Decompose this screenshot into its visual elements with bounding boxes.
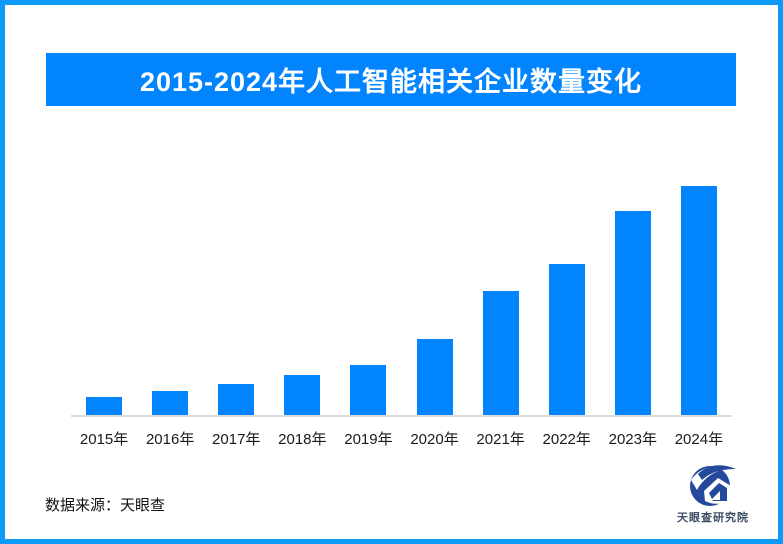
data-source-note: 数据来源：天眼查 [45, 497, 166, 514]
bar-2022年 [548, 263, 585, 415]
bar-column [666, 186, 732, 415]
x-axis-label: 2020年 [410, 431, 459, 448]
bar-2021年 [482, 291, 519, 415]
bar-column [269, 188, 335, 415]
x-axis: 2015年 2016年 2017年 2018年 2019年 2020年 2021年 2022年… [71, 428, 732, 449]
bar-column [335, 188, 401, 415]
bar-2020年 [416, 339, 453, 415]
tianyancha-eye-icon [690, 465, 736, 506]
bar-column [468, 188, 534, 415]
bar-2024年 [680, 186, 717, 415]
logo-label: 天眼查研究院 [677, 512, 749, 524]
plot-area [71, 186, 732, 417]
bar-2023年 [614, 211, 651, 415]
x-axis-label: 2019年 [344, 431, 393, 448]
bar-column [203, 188, 269, 415]
tianyancha-research-logo: 天眼查研究院 [667, 462, 759, 525]
x-axis-label: 2021年 [476, 431, 525, 448]
page-title: 2015-2024年人工智能相关企业数量变化 [139, 67, 643, 97]
x-axis-label: 2016年 [145, 431, 195, 448]
bar-column [71, 188, 137, 415]
bar-column [600, 188, 666, 415]
x-axis-label: 2023年 [608, 431, 657, 448]
x-axis-label: 2017年 [212, 431, 261, 448]
bar-chart: 2015年 2016年 2017年 2018年 2019年 2020年 2021年 2022年… [71, 186, 732, 449]
bar-column [534, 188, 600, 415]
x-axis-label: 2018年 [278, 431, 327, 448]
bar-column [137, 188, 203, 415]
bar-2019年 [350, 364, 387, 415]
bar-column [401, 188, 467, 415]
x-axis-label: 2024年 [674, 431, 724, 448]
bar-2015年 [86, 396, 123, 415]
bar-2018年 [284, 374, 321, 415]
bar-2016年 [152, 390, 189, 415]
x-axis-label: 2015年 [79, 431, 129, 448]
bar-2017年 [218, 384, 255, 415]
x-axis-label: 2022年 [542, 431, 591, 448]
chart-title-banner: 2015-2024年人工智能相关企业数量变化 [46, 53, 736, 106]
